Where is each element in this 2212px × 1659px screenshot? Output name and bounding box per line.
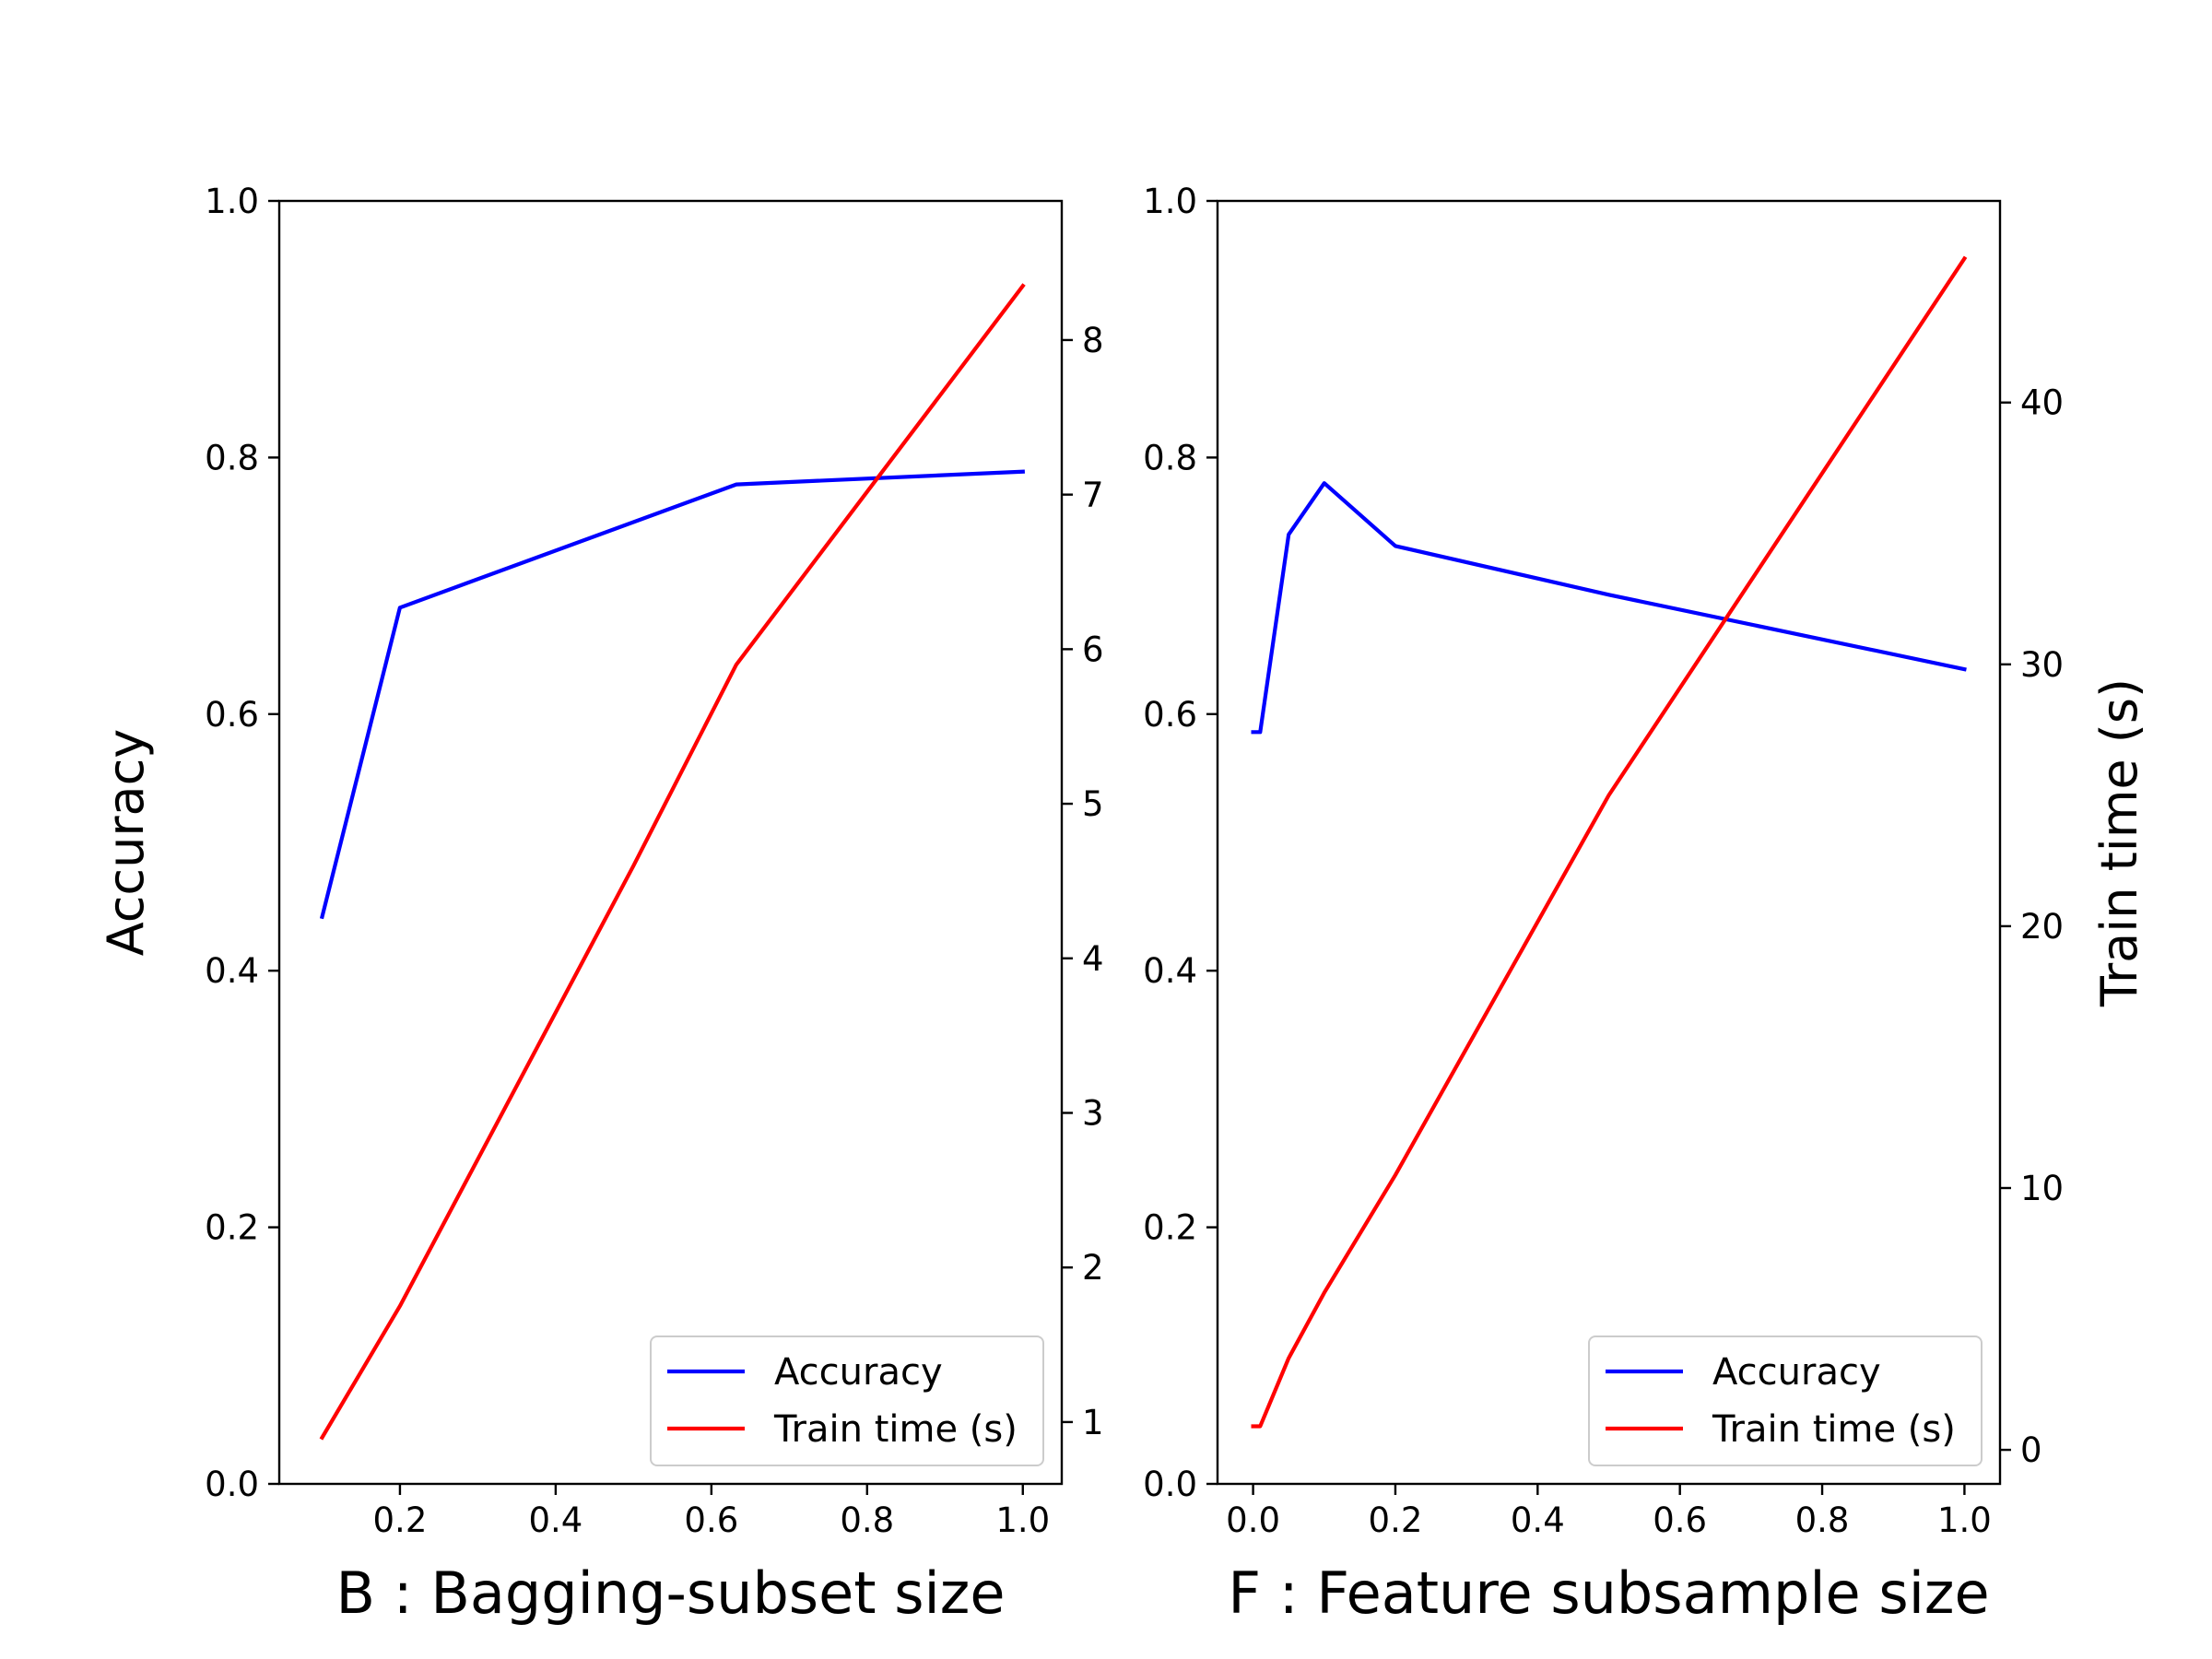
y-left-tick-label: 0.2 bbox=[1143, 1208, 1197, 1248]
y-left-tick-label: 0.0 bbox=[1143, 1465, 1197, 1504]
right-subplot-feature: 0.0 0.2 0.4 0.6 0.8 1.0 0.0 0.2 0.4 0.6 0.8 1.0 0 10 2… bbox=[1143, 182, 2148, 1627]
y-left-tick-label: 1.0 bbox=[205, 182, 259, 221]
y-right-tick-label: 5 bbox=[1082, 784, 1104, 824]
y-right-tick-label: 1 bbox=[1082, 1403, 1104, 1442]
y-right-tick-label: 2 bbox=[1082, 1248, 1104, 1288]
y-right-tick-label: 0 bbox=[2020, 1430, 2042, 1470]
y-left-tick-label: 0.4 bbox=[205, 951, 259, 991]
plot-frame bbox=[277, 199, 1064, 1486]
x-axis-label: F : Feature subsample size bbox=[1228, 1559, 1989, 1627]
y-left-tick-label: 0.4 bbox=[1143, 951, 1197, 991]
x-tick-label: 0.6 bbox=[684, 1500, 738, 1540]
legend-accuracy-label: Accuracy bbox=[774, 1351, 943, 1394]
x-axis-label: B : Bagging-subset size bbox=[336, 1559, 1006, 1627]
y-left-tick-label: 0.2 bbox=[205, 1208, 259, 1248]
y-left-tick-label: 0.6 bbox=[1143, 695, 1197, 735]
train-time-line bbox=[319, 283, 1026, 1441]
y-right-tick-label: 3 bbox=[1082, 1093, 1104, 1133]
y-left-tick-label: 0.6 bbox=[205, 695, 259, 735]
y-left-tick-label: 0.8 bbox=[205, 438, 259, 477]
accuracy-line bbox=[1251, 481, 1967, 735]
y-left-tick-label: 0.8 bbox=[1143, 438, 1197, 477]
accuracy-line bbox=[319, 469, 1025, 920]
x-tick-label: 0.2 bbox=[373, 1500, 428, 1540]
y-left-axis-label: Accuracy bbox=[97, 729, 155, 957]
legend: Accuracy Train time (s) bbox=[650, 1335, 1044, 1466]
y-right-tick-label: 30 bbox=[2020, 645, 2064, 685]
y-right-tick-label: 4 bbox=[1082, 939, 1104, 979]
x-tick-label: 0.4 bbox=[1511, 1500, 1565, 1540]
x-tick-label: 0.8 bbox=[840, 1500, 894, 1540]
y-right-tick-label: 40 bbox=[2020, 383, 2064, 423]
y-right-tick-label: 10 bbox=[2020, 1169, 2064, 1208]
y-right-axis-label: Train time (s) bbox=[2090, 678, 2148, 1007]
legend-box bbox=[1588, 1335, 1983, 1466]
left-subplot-bagging: 0.2 0.4 0.6 0.8 1.0 0.0 0.2 0.4 0.6 0.8 1.0 1 2 3 4 5 6 7… bbox=[97, 182, 1104, 1627]
legend: Accuracy Train time (s) bbox=[1588, 1335, 1983, 1466]
x-tick-label: 0.6 bbox=[1653, 1500, 1707, 1540]
train-time-line bbox=[1251, 255, 1968, 1429]
legend-train-time-label: Train time (s) bbox=[1712, 1408, 1956, 1451]
x-tick-label: 0.4 bbox=[528, 1500, 582, 1540]
y-right-tick-label: 6 bbox=[1082, 629, 1104, 669]
y-right-tick-label: 8 bbox=[1082, 321, 1104, 360]
y-left-tick-label: 1.0 bbox=[1143, 182, 1197, 221]
y-left-tick-label: 0.0 bbox=[205, 1465, 259, 1504]
x-tick-label: 1.0 bbox=[995, 1500, 1050, 1540]
legend-train-time-label: Train time (s) bbox=[773, 1408, 1018, 1451]
legend-box bbox=[650, 1335, 1044, 1466]
plot-frame bbox=[1216, 199, 2002, 1486]
legend-accuracy-label: Accuracy bbox=[1712, 1351, 1881, 1394]
x-tick-label: 0.2 bbox=[1369, 1500, 1423, 1540]
x-tick-label: 0.0 bbox=[1226, 1500, 1280, 1540]
x-tick-label: 1.0 bbox=[1937, 1500, 1992, 1540]
y-right-tick-label: 20 bbox=[2020, 907, 2064, 947]
x-tick-label: 0.8 bbox=[1795, 1500, 1850, 1540]
y-right-tick-label: 7 bbox=[1082, 476, 1104, 515]
